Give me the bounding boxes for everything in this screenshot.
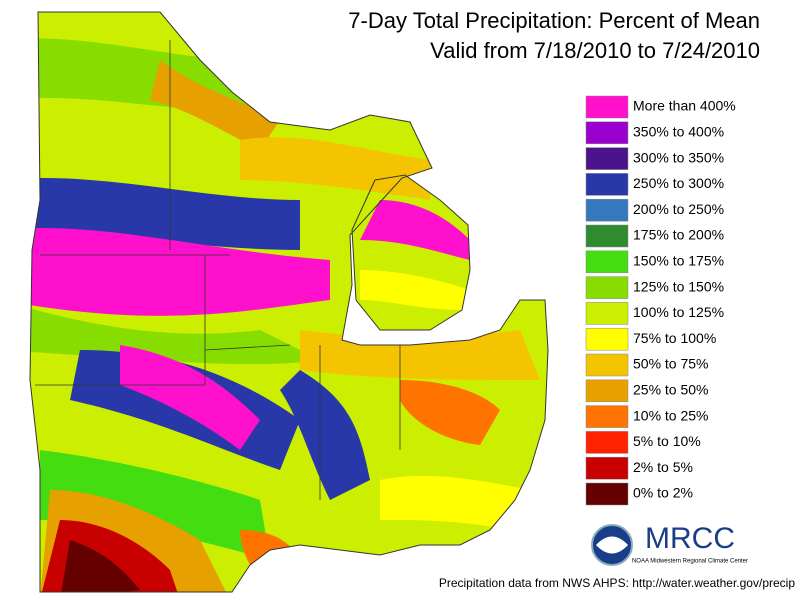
legend-swatch [585, 276, 629, 299]
legend-label: 0% to 2% [633, 485, 693, 501]
legend-swatch [585, 95, 629, 119]
logo: MRCC NOAA Midwestern Regional Climate Ce… [591, 522, 748, 566]
region [240, 137, 430, 200]
legend-swatch [585, 121, 629, 145]
legend-label: 175% to 200% [633, 227, 724, 243]
region [150, 60, 280, 150]
legend-swatch [585, 431, 629, 454]
title: 7-Day Total Precipitation: Percent of Me… [348, 8, 760, 33]
region [360, 200, 470, 260]
legend-label: 10% to 25% [633, 407, 709, 423]
region [400, 380, 500, 445]
legend-swatch [585, 379, 629, 403]
map [30, 12, 548, 592]
logo-bird [596, 536, 628, 554]
legend-label: 50% to 75% [633, 356, 709, 372]
legend-swatch [585, 456, 629, 480]
legend-label: 100% to 125% [633, 304, 724, 320]
state-outline [29, 11, 549, 593]
legend-label: 250% to 300% [633, 175, 724, 191]
legend-label: 200% to 250% [633, 201, 724, 217]
legend-label: 125% to 150% [633, 278, 724, 294]
legend-swatch [585, 327, 629, 351]
region [30, 38, 300, 113]
legend-swatch [585, 405, 629, 428]
legend-swatch [585, 198, 629, 222]
legend-label: 350% to 400% [633, 124, 724, 140]
legend-label: 150% to 175% [633, 253, 724, 269]
logo-name: MRCC [645, 522, 735, 555]
region [360, 270, 470, 310]
legend-swatch [585, 482, 629, 506]
legend-label: 2% to 5% [633, 459, 693, 475]
subtitle: Valid from 7/18/2010 to 7/24/2010 [430, 38, 760, 63]
legend: More than 400% 350% to 400% 300% to 350% 25… [585, 95, 736, 506]
legend-swatch [585, 173, 629, 196]
logo-caption: NOAA Midwestern Regional Climate Center [632, 559, 748, 565]
legend-label: 25% to 50% [633, 382, 709, 398]
legend-swatch [585, 224, 629, 248]
legend-swatch [585, 302, 629, 325]
legend-swatch [585, 250, 629, 274]
region [280, 370, 370, 500]
legend-label: 75% to 100% [633, 330, 716, 346]
region [380, 475, 530, 530]
source-note: Precipitation data from NWS AHPS: http:/… [439, 576, 795, 590]
legend-swatch [585, 353, 629, 377]
legend-swatch [585, 147, 629, 170]
region [40, 450, 270, 560]
region [30, 228, 330, 316]
region [120, 345, 260, 450]
state-borders [35, 40, 401, 500]
region [300, 330, 540, 380]
legend-label: 300% to 350% [633, 149, 724, 165]
legend-label: 5% to 10% [633, 433, 701, 449]
legend-label: More than 400% [633, 98, 736, 114]
region [60, 540, 140, 592]
